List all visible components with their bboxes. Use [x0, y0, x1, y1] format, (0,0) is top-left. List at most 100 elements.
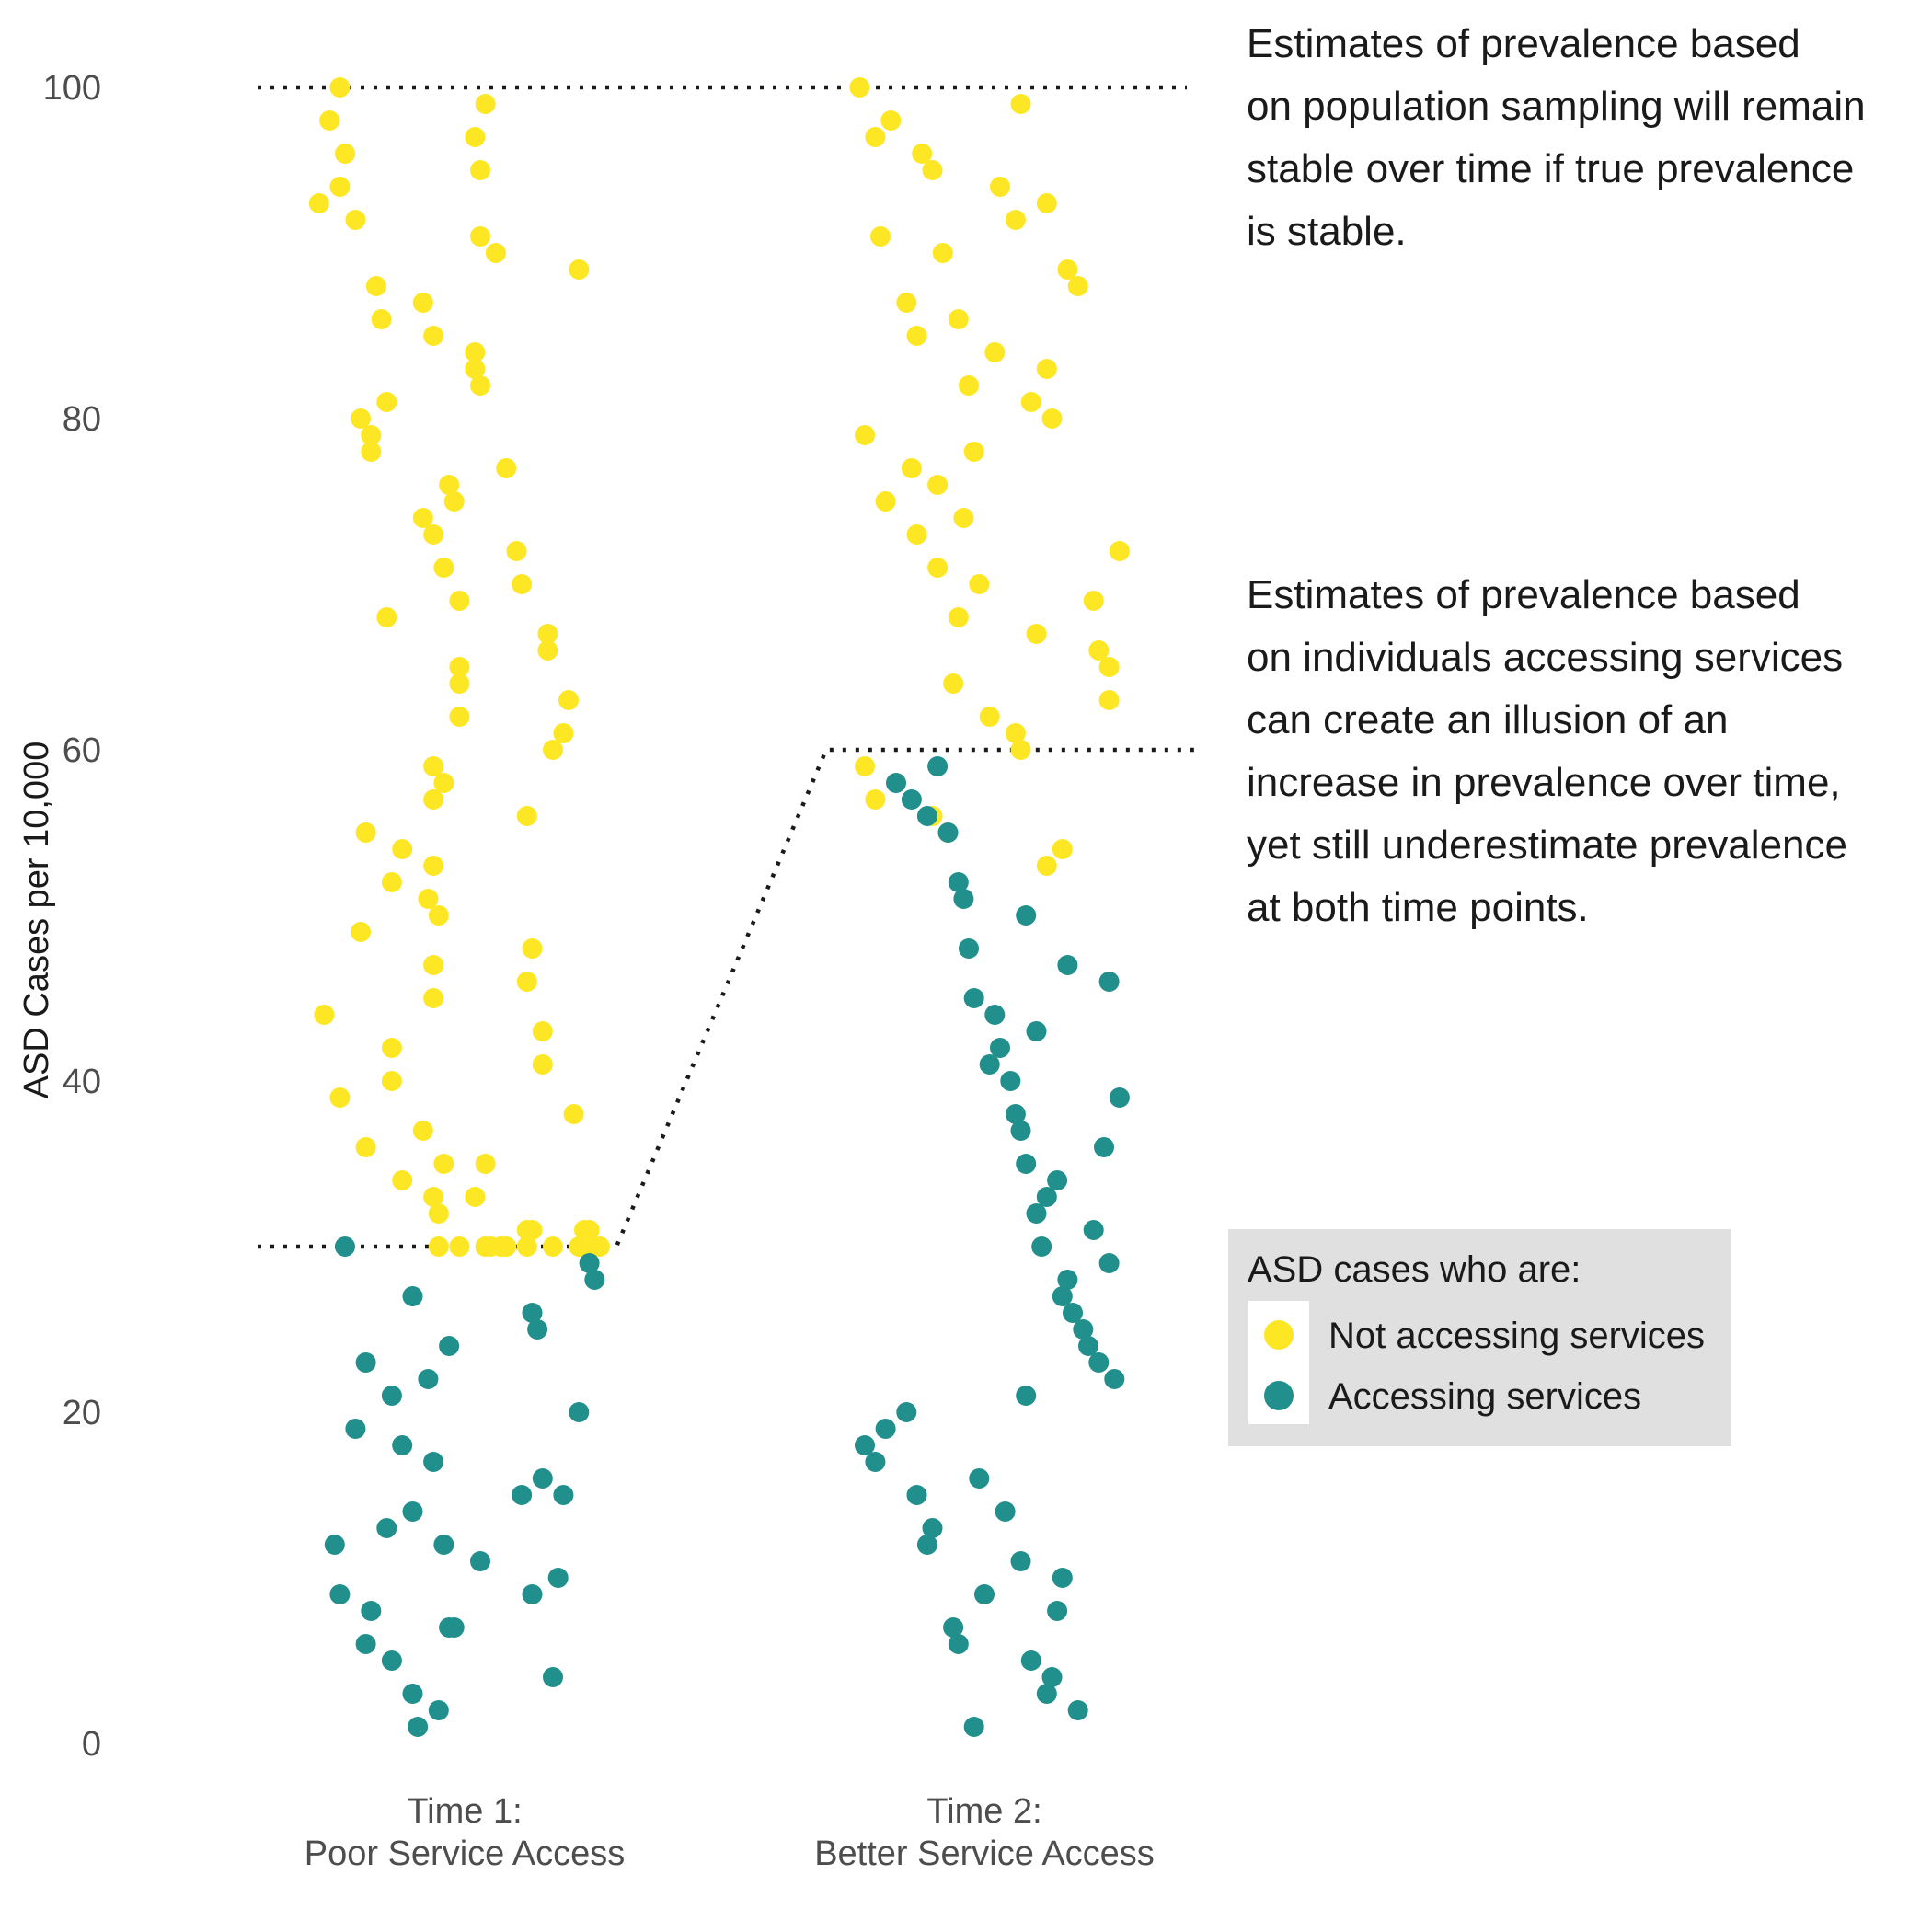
point-not-accessing-time1 [376, 607, 397, 627]
point-accessing-time2 [896, 1402, 917, 1422]
point-not-accessing-time1 [423, 756, 444, 776]
point-not-accessing-time1 [449, 673, 470, 694]
point-accessing-time2 [1036, 1187, 1057, 1207]
point-accessing-time2 [1016, 1386, 1037, 1406]
x-label-time2-line1: Time 2: [926, 1792, 1041, 1831]
point-accessing-time2 [963, 988, 984, 1008]
point-not-accessing-time1 [475, 1154, 496, 1174]
point-accessing-time1 [527, 1319, 548, 1340]
point-not-accessing-time2 [1057, 259, 1078, 280]
point-accessing-time2 [990, 1038, 1010, 1058]
point-not-accessing-time1 [351, 922, 371, 942]
point-accessing-time2 [974, 1584, 995, 1604]
point-not-accessing-time1 [329, 77, 351, 98]
y-axis-ticks: 0 20 40 60 80 100 [43, 69, 101, 1764]
point-not-accessing-time2 [1098, 690, 1120, 710]
point-accessing-time2 [1000, 1071, 1021, 1091]
point-not-accessing-time1 [465, 1187, 486, 1207]
point-accessing-time1 [335, 1236, 355, 1257]
point-not-accessing-time1 [496, 458, 517, 478]
point-not-accessing-time2 [901, 458, 922, 478]
point-accessing-time2 [1073, 1319, 1094, 1340]
point-accessing-time2 [1031, 1236, 1052, 1257]
point-accessing-time1 [439, 1336, 460, 1356]
x-label-time2-line2: Better Service Access [814, 1834, 1155, 1873]
point-not-accessing-time1 [381, 1038, 402, 1058]
point-not-accessing-time1 [443, 491, 465, 512]
point-accessing-time2 [1047, 1601, 1068, 1621]
point-accessing-time1 [433, 1535, 454, 1555]
point-accessing-time2 [979, 1054, 1000, 1075]
point-accessing-time2 [953, 889, 974, 909]
point-not-accessing-time1 [361, 425, 382, 445]
point-not-accessing-time1 [335, 144, 355, 164]
point-accessing-time2 [1020, 1650, 1041, 1671]
point-not-accessing-time1 [329, 1087, 351, 1108]
point-accessing-time2 [1098, 1253, 1120, 1273]
point-accessing-time2 [1067, 1700, 1088, 1720]
point-not-accessing-time1 [428, 905, 449, 926]
point-not-accessing-time1 [365, 276, 386, 296]
legend-label-not-accessing: Not accessing services [1328, 1316, 1705, 1356]
point-accessing-time2 [1016, 1154, 1037, 1174]
point-accessing-time2 [906, 1485, 927, 1505]
point-accessing-time2 [855, 1435, 875, 1455]
annotation-2-line: on individuals accessing services [1247, 635, 1843, 680]
point-accessing-time2 [959, 938, 979, 959]
point-accessing-time1 [361, 1601, 382, 1621]
annotation-1-line: is stable. [1247, 209, 1407, 254]
point-not-accessing-time1 [314, 1005, 335, 1025]
point-accessing-time2 [1057, 1270, 1078, 1290]
point-not-accessing-time1 [433, 1154, 454, 1174]
point-not-accessing-time2 [922, 160, 943, 180]
point-accessing-time2 [1047, 1170, 1068, 1190]
point-not-accessing-time1 [345, 210, 366, 230]
point-accessing-time1 [355, 1352, 376, 1373]
point-accessing-time1 [408, 1717, 429, 1737]
point-not-accessing-time1 [537, 640, 558, 661]
y-tick-label: 20 [63, 1394, 101, 1432]
point-not-accessing-time1 [355, 1137, 376, 1157]
point-not-accessing-time1 [532, 1054, 553, 1075]
point-not-accessing-time1 [584, 1236, 605, 1257]
annotation-2-line: can create an illusion of an [1247, 697, 1728, 742]
point-accessing-time2 [1052, 1568, 1073, 1588]
point-accessing-time1 [584, 1270, 605, 1290]
point-not-accessing-time1 [543, 740, 563, 760]
point-not-accessing-time1 [465, 342, 486, 362]
point-not-accessing-time1 [485, 243, 506, 263]
point-not-accessing-time1 [392, 839, 413, 859]
point-accessing-time2 [1026, 1021, 1047, 1041]
point-not-accessing-time1 [470, 160, 490, 180]
point-not-accessing-time2 [855, 425, 875, 445]
point-accessing-time1 [443, 1617, 465, 1638]
annotation-2-line: yet still underestimate prevalence [1247, 822, 1847, 868]
point-accessing-time2 [1005, 1104, 1026, 1124]
point-not-accessing-time2 [1088, 640, 1110, 661]
point-accessing-time2 [901, 789, 922, 810]
point-not-accessing-time1 [376, 392, 397, 412]
point-not-accessing-time1 [423, 1187, 444, 1207]
point-not-accessing-time1 [574, 1220, 594, 1240]
point-not-accessing-time1 [522, 938, 543, 959]
point-not-accessing-time1 [465, 359, 486, 379]
point-not-accessing-time1 [563, 1104, 584, 1124]
point-not-accessing-time2 [963, 442, 984, 462]
point-accessing-time1 [381, 1386, 402, 1406]
point-not-accessing-time1 [412, 293, 433, 313]
point-accessing-time2 [1083, 1220, 1104, 1240]
legend-swatch-accessing [1264, 1381, 1294, 1410]
point-not-accessing-time1 [392, 1170, 413, 1190]
point-accessing-time1 [553, 1485, 574, 1505]
point-not-accessing-time1 [423, 988, 444, 1008]
point-accessing-time1 [381, 1650, 402, 1671]
x-label-time1-line2: Poor Service Access [305, 1834, 625, 1873]
point-accessing-time2 [1041, 1667, 1063, 1687]
point-accessing-time1 [418, 1369, 439, 1389]
point-accessing-time2 [969, 1468, 990, 1489]
point-not-accessing-time2 [1005, 723, 1026, 743]
point-accessing-time2 [984, 1005, 1006, 1025]
point-accessing-time2 [1057, 955, 1078, 975]
point-not-accessing-time1 [553, 723, 574, 743]
